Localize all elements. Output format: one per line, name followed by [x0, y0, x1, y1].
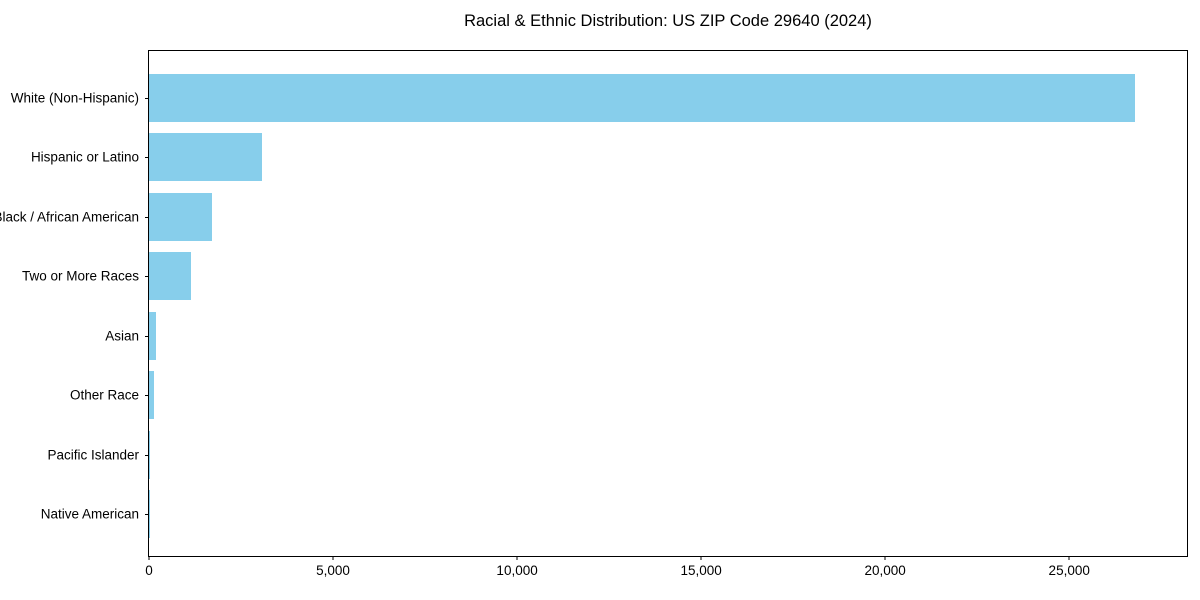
y-tick-label: White (Non-Hispanic) — [10, 90, 139, 106]
x-tick-mark — [1068, 556, 1070, 560]
y-tick-mark — [145, 216, 149, 218]
y-tick-mark — [145, 335, 149, 337]
x-tick-label: 5,000 — [316, 563, 350, 578]
y-tick-mark — [145, 395, 149, 397]
x-tick-label: 10,000 — [496, 563, 538, 578]
y-tick-label: Hispanic or Latino — [30, 149, 139, 165]
y-tick-label: Native American — [40, 506, 139, 522]
y-tick-label: Other Race — [69, 387, 139, 403]
chart-row: Asian — [105, 306, 1187, 366]
x-tick-mark — [700, 556, 702, 560]
y-tick-mark — [145, 157, 149, 159]
x-tick-mark — [516, 556, 518, 560]
chart-row: Hispanic or Latino — [31, 128, 1187, 188]
bar — [149, 73, 1136, 122]
x-tick-label: 0 — [145, 563, 153, 578]
bar-rows: White (Non-Hispanic) Hispanic or Latino Bl… — [0, 51, 1187, 556]
bar — [149, 192, 212, 241]
x-tick-mark — [884, 556, 886, 560]
bar — [149, 252, 191, 301]
chart-row: Other Race — [70, 366, 1187, 426]
y-tick-mark — [145, 97, 149, 99]
bar — [149, 371, 154, 420]
chart-row: Two or More Races — [22, 247, 1187, 307]
chart-row: White (Non-Hispanic) — [11, 68, 1187, 128]
bar — [149, 133, 262, 182]
x-tick-label: 20,000 — [864, 563, 906, 578]
chart-row: Native American — [41, 485, 1187, 545]
x-tick-mark — [332, 556, 334, 560]
chart-row: Black / African American — [0, 187, 1187, 247]
bar — [149, 311, 157, 360]
bar — [149, 430, 150, 479]
x-tick-label: 25,000 — [1048, 563, 1090, 578]
y-tick-label: Black / African American — [0, 209, 139, 225]
y-tick-mark — [145, 514, 149, 516]
x-tick-label: 15,000 — [680, 563, 722, 578]
chart-row: Pacific Islander — [47, 425, 1187, 485]
x-tick-mark — [148, 556, 150, 560]
y-tick-mark — [145, 454, 149, 456]
y-tick-label: Two or More Races — [21, 268, 139, 284]
plot-area: White (Non-Hispanic) Hispanic or Latino Bl… — [0, 50, 1188, 578]
y-tick-label: Asian — [105, 328, 139, 344]
chart-title: Racial & Ethnic Distribution: US ZIP Cod… — [464, 12, 872, 30]
y-tick-label: Pacific Islander — [47, 447, 139, 463]
y-tick-mark — [145, 276, 149, 278]
